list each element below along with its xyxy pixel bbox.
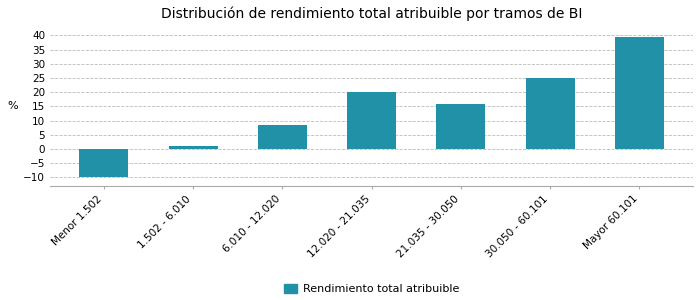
Legend: Rendimiento total atribuible: Rendimiento total atribuible [284,284,459,294]
Y-axis label: %: % [7,101,18,111]
Bar [615,37,664,149]
Bar [436,103,485,149]
Bar [258,125,307,149]
Bar [526,78,575,149]
Bar [79,149,128,178]
Bar [169,146,218,149]
Title: Distribución de rendimiento total atribuible por tramos de BI: Distribución de rendimiento total atribu… [161,7,582,21]
Bar [347,92,396,149]
